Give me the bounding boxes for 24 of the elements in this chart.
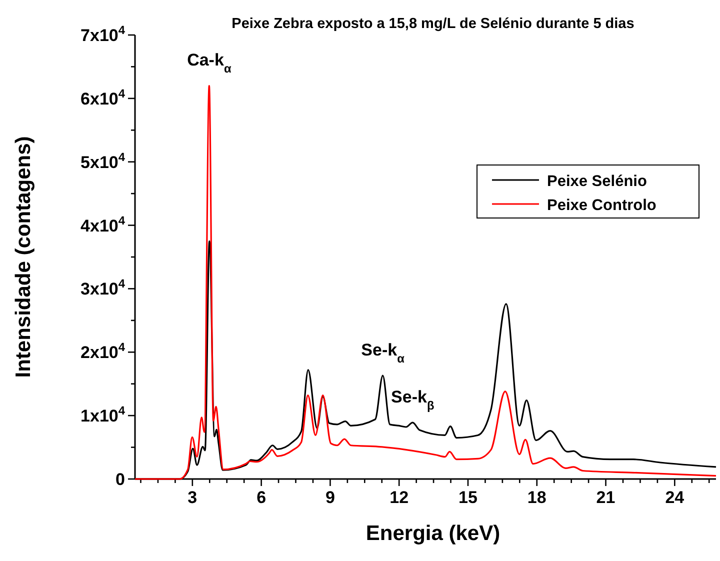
annotation: Ca-k$_{α}$	[187, 50, 232, 76]
x-tick-label: 12	[390, 488, 409, 507]
x-tick-label: 3	[188, 488, 198, 507]
y-tick-label: 3x10$^{4}$	[80, 276, 126, 299]
legend-label: Peixe Selénio	[547, 173, 647, 190]
x-tick-label: 15	[458, 488, 478, 507]
y-tick-label: 6x10$^{4}$	[80, 86, 126, 108]
x-tick-label: 21	[596, 488, 616, 507]
y-tick-label: 1x10$^{4}$	[80, 404, 126, 426]
y-tick-label: 2x10$^{4}$	[80, 340, 126, 362]
y-tick-label: 4x10$^{4}$	[80, 213, 126, 236]
y-axis-title: Intensidade (contagens)	[12, 136, 35, 378]
x-tick-label: 24	[665, 488, 685, 507]
y-tick-label: 5x10$^{4}$	[80, 150, 126, 172]
x-axis-title: Energia (keV)	[366, 522, 500, 545]
y-tick-label: 0	[116, 470, 125, 489]
legend-label: Peixe Controlo	[547, 197, 656, 214]
x-tick-label: 9	[325, 488, 335, 507]
chart-title: Peixe Zebra exposto a 15,8 mg/L de Selénio durante 5 dias	[232, 16, 634, 32]
annotation: Se-k$_{α}$	[361, 340, 406, 366]
x-tick-label: 6	[256, 488, 266, 507]
y-tick-label: 7x10$^{4}$	[80, 23, 126, 45]
x-tick-label: 18	[527, 488, 546, 507]
annotation: Se-k$_{β}$	[391, 388, 434, 413]
